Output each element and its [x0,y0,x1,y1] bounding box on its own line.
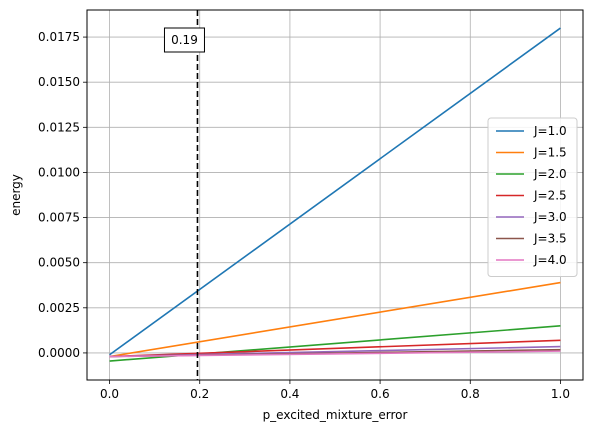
legend-label: J=1.0 [533,124,567,138]
y-tick-label: 0.0050 [38,256,80,270]
x-tick-label: 1.0 [551,387,570,401]
legend-label: J=2.5 [533,189,567,203]
y-tick-label: 0.0175 [38,30,80,44]
legend-label: J=3.0 [533,210,567,224]
x-tick-label: 0.2 [190,387,209,401]
x-tick-label: 0.0 [100,387,119,401]
y-tick-label: 0.0000 [38,346,80,360]
x-tick-label: 0.6 [371,387,390,401]
series-line-j-1-0 [109,27,561,356]
legend: J=1.0 J=1.5 J=2.0 J=2.5 J=3.0 J=3.5 J=4.0 [487,117,578,277]
series-line-j-4-0 [109,350,561,358]
y-tick-label: 0.0125 [38,120,80,134]
plot-frame [86,9,584,381]
legend-label: J=3.5 [533,232,567,246]
x-tick-label: 0.4 [280,387,299,401]
legend-label: J=4.0 [533,253,567,267]
threshold-label: 0.19 [171,33,198,47]
y-tick-label: 0.0025 [38,301,80,315]
series-lines [109,27,561,362]
y-axis-label: energy [9,174,23,216]
threshold-annotation: 0.19 [163,27,205,53]
y-tick-label: 0.0075 [38,211,80,225]
legend-box [487,117,578,277]
axis-ticks: 0.0 0.2 0.4 0.6 0.8 1.0 0.0000 0.0025 0.0050 0.00… [38,30,570,401]
legend-label: J=1.5 [533,146,567,160]
y-tick-label: 0.0150 [38,75,80,89]
legend-label: J=2.0 [533,167,567,181]
threshold-label-box [163,27,205,53]
x-tick-label: 0.8 [461,387,480,401]
y-tick-label: 0.0100 [38,165,80,179]
x-axis-label: p_excited_mixture_error [263,408,408,422]
series-line-j-2-5 [109,339,561,358]
series-line-j-1-5 [109,281,561,358]
